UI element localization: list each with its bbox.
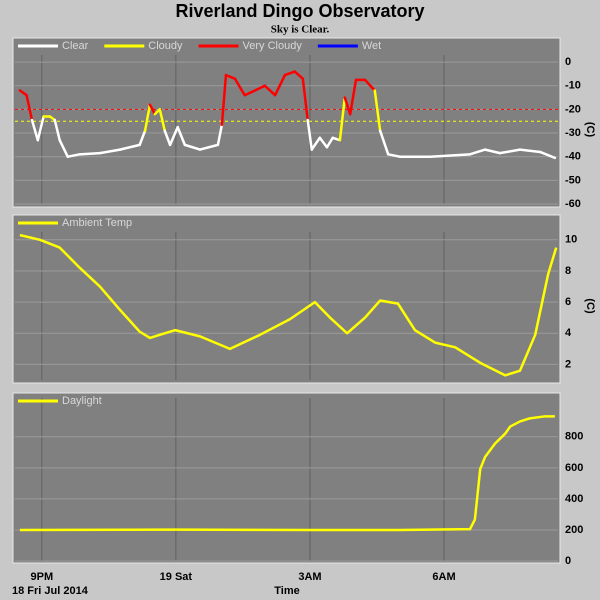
sky-temp-segment [263, 84, 277, 97]
sky-temp-segment [53, 118, 61, 142]
panel [12, 392, 561, 564]
legend-label: Ambient Temp [62, 217, 132, 229]
y-tick-label: -10 [565, 80, 581, 92]
sky-temp-segment [168, 125, 179, 147]
legend-label: Cloudy [148, 40, 183, 52]
sky-temp-segment [378, 129, 390, 156]
sky-temp-segment [283, 70, 297, 77]
sky-temp-segment [325, 136, 335, 149]
y-tick-label: 6 [565, 296, 571, 308]
y-tick-label: 200 [565, 524, 583, 536]
y-tick-label: 10 [565, 234, 577, 246]
x-tick-label: 6AM [432, 571, 455, 583]
y-tick-label: 800 [565, 431, 583, 443]
sky-temp-segment [518, 148, 542, 154]
sky-temp-segment [143, 103, 152, 132]
y-tick-label: 2 [565, 358, 571, 370]
x-tick-label: 3AM [298, 571, 321, 583]
sky-temp-segment [253, 84, 267, 92]
sky-temp-segment [36, 115, 45, 142]
sky-temp-segment [373, 89, 382, 132]
y-tick-label: 4 [565, 327, 572, 339]
sky-temp-segment [343, 96, 352, 116]
y-tick-label: 8 [565, 265, 571, 277]
sky-temp-segment [163, 129, 172, 147]
sky-temp-segment [158, 108, 166, 132]
data-line [19, 233, 558, 377]
sky-temp-segment [318, 136, 329, 149]
sky-temp-segment [338, 96, 347, 142]
sky-temp-segment [306, 118, 314, 151]
sky-temp-segment [98, 148, 122, 155]
sky-temp-segment [198, 143, 220, 151]
sky-temp-segment [310, 136, 322, 151]
sky-temp-segment [363, 78, 377, 92]
y-tick-label: 0 [565, 56, 571, 68]
legend-label: Very Cloudy [243, 40, 303, 52]
x-tick-label: 9PM [31, 571, 54, 583]
sky-temp-segment [468, 148, 487, 156]
chart-title: Riverland Dingo Observatory [175, 1, 424, 21]
data-line [19, 415, 555, 532]
sky-temp-segment [220, 73, 228, 127]
y-axis-label: (C) [584, 298, 596, 314]
legend-label: Clear [62, 40, 89, 52]
sky-temp-segment [243, 89, 257, 97]
sky-temp-segment [18, 89, 28, 97]
sky-temp-segment [386, 153, 402, 158]
sky-temp-segment [183, 143, 202, 151]
panel [12, 37, 561, 208]
sky-temp-segment [293, 70, 305, 80]
sky-temp-segment [216, 123, 224, 147]
sky-temp-segment [138, 129, 147, 147]
sky-temp-segment [348, 78, 358, 116]
legend-label: Wet [362, 40, 381, 52]
y-tick-label: -60 [565, 198, 581, 210]
sky-temp-segment [538, 150, 557, 160]
y-tick-label: -50 [565, 174, 581, 186]
y-tick-label: -30 [565, 127, 581, 139]
sky-temp-segment [233, 77, 246, 97]
sky-temp-segment [118, 143, 141, 151]
sky-temp-segment [273, 73, 287, 97]
sky-temp-segment [176, 125, 187, 147]
chart-subtitle: Sky is Clear. [271, 24, 330, 36]
y-axis-label: (C) [584, 122, 596, 138]
sky-temp-segment [428, 153, 472, 158]
sky-temp-segment [30, 118, 40, 142]
y-tick-label: 600 [565, 462, 583, 474]
sky-temp-segment [224, 73, 237, 80]
x-tick-label: 19 Sat [160, 571, 193, 583]
sky-temp-segment [301, 77, 309, 122]
sky-temp-segment [78, 151, 102, 156]
y-tick-label: 400 [565, 493, 583, 505]
y-tick-label: -40 [565, 151, 581, 163]
x-axis-label: Time [274, 585, 299, 597]
legend-label: Daylight [62, 395, 102, 407]
date-label: 18 Fri Jul 2014 [12, 585, 89, 597]
sky-temp-segment [58, 138, 69, 158]
sky-temp-segment [148, 103, 157, 116]
sky-temp-segment [25, 93, 34, 122]
sky-temp-segment [483, 148, 502, 155]
sky-temp-segment [498, 148, 522, 155]
sky-temp-segment [66, 153, 82, 158]
y-tick-label: 0 [565, 555, 571, 567]
y-tick-label: -20 [565, 103, 581, 115]
